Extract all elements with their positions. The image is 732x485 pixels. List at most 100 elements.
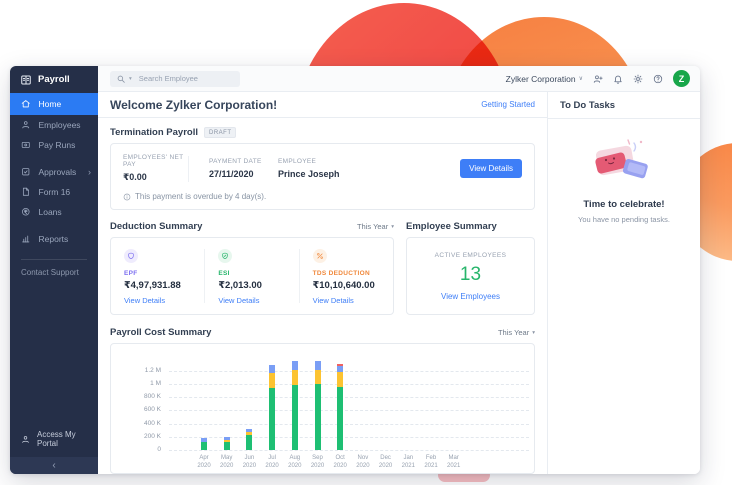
sidebar-collapse-button[interactable]: ‹ [10,457,98,474]
sidebar-divider [21,259,87,260]
bar-segment-green [223,442,230,450]
sidebar-nav: Home Employees Pay Runs Approvals › Form 16 Lo… [10,93,98,249]
approvals-icon [21,167,31,177]
payroll-cost-period-filter[interactable]: This Year ▾ [497,328,535,337]
y-axis-tick-label: 800 K [144,393,161,401]
active-employees-count: 13 [459,263,482,285]
percent-icon [312,249,327,263]
sidebar-item-pay-runs[interactable]: Pay Runs [10,135,98,155]
bar-segment-yellow [223,439,230,443]
gridline [169,384,529,385]
getting-started-link[interactable]: Getting Started [481,100,535,109]
bar-segment-blue [201,437,207,442]
help-icon[interactable] [653,74,663,84]
chevron-down-icon: ▾ [532,329,535,336]
x-axis-tick-label: Sep 2020 [310,455,325,469]
x-axis-tick-label: Jun 2020 [242,455,257,469]
contact-support-link[interactable]: Contact Support [21,268,79,277]
avatar[interactable]: Z [673,70,690,87]
sidebar-item-employees[interactable]: Employees [10,115,98,135]
app-logo: Payroll [10,66,98,93]
search-scope-caret-icon[interactable]: ▾ [129,75,132,82]
deduction-summary-card: EPF ₹4,97,931.88 View Details ESI ₹2,013.00 V… [110,237,394,315]
gridline [169,450,529,451]
bar-segment-green [291,384,298,450]
sidebar-item-loans[interactable]: Loans [10,202,98,222]
chevron-down-icon: ▾ [391,223,394,230]
x-axis-tick-label: Oct 2020 [333,455,347,469]
termination-field: EMPLOYEE Prince Joseph [278,158,340,179]
bar-segment-blue [291,361,298,371]
overdue-note: This payment is overdue by 4 day(s). [135,192,267,201]
search-input[interactable] [134,74,234,83]
sidebar-item-form-16[interactable]: Form 16 [10,182,98,202]
bar-segment-green [269,387,276,450]
page-title: Welcome Zylker Corporation! [110,97,278,112]
x-axis-tick-label: Feb 2021 [424,455,438,469]
bar-segment-yellow [314,370,321,384]
y-axis-tick-label: 400 K [144,419,161,427]
y-axis-tick-label: 0 [157,446,161,453]
info-icon [123,193,131,201]
view-details-link[interactable]: View Details [124,296,166,305]
bar-segment-blue [246,429,253,433]
termination-payroll-card: EMPLOYEES' NET PAY ₹0.00 PAYMENT DATE 27/11… [110,143,535,210]
y-axis-tick-label: 600 K [144,406,161,414]
gridline [169,436,529,438]
bar-segment-yellow [291,370,298,385]
sidebar-item-approvals[interactable]: Approvals › [10,162,98,182]
dashboard-content: Termination Payroll DRAFT EMPLOYEES' NET… [98,118,547,474]
x-axis-tick-label: Dec 2020 [378,455,393,469]
view-details-link[interactable]: View Details [218,296,260,305]
org-selector[interactable]: Zylker Corporation ∨ [505,73,583,84]
chevron-right-icon: › [88,167,91,177]
search-bar[interactable]: ▾ [110,70,240,87]
gear-icon[interactable] [633,74,643,84]
todo-panel-title: To Do Tasks [548,92,700,119]
loans-icon [21,207,31,217]
user-plus-icon[interactable] [593,74,603,84]
bar-segment-blue [269,364,276,374]
access-my-portal-link[interactable]: Access My Portal [10,430,98,457]
payroll-cost-title: Payroll Cost Summary [110,327,212,338]
pay-runs-icon [21,140,31,150]
x-axis-tick-label: Nov 2020 [356,455,370,469]
sidebar: Payroll Home Employees Pay Runs Approvals › F… [10,66,98,474]
gridline [169,410,529,412]
bell-icon[interactable] [613,74,623,84]
x-axis-tick-label: May 2020 [220,455,234,469]
x-axis-tick-label: Mar 2021 [447,455,461,469]
y-axis-tick-label: 1 M [150,380,161,387]
active-employees-label: ACTIVE EMPLOYEES [434,251,507,259]
bar-segment-red [337,363,344,366]
x-axis-tick-label: Jan 2021 [401,455,415,469]
app-window: Payroll Home Employees Pay Runs Approvals › F… [10,66,700,474]
deduction-item-epf: EPF ₹4,97,931.88 View Details [111,249,204,305]
bar-segment-green [314,384,321,450]
app-name: Payroll [38,74,70,85]
form16-icon [21,187,31,197]
employee-summary-title: Employee Summary [406,221,497,232]
deduction-summary-title: Deduction Summary [110,221,203,232]
x-axis-tick-label: Jul 2020 [265,455,279,469]
deduction-item-tds-deduction: TDS DEDUCTION ₹10,10,640.00 View Details [298,249,393,305]
bar-segment-yellow [337,372,344,387]
main-pane: Welcome Zylker Corporation! Getting Star… [98,92,548,474]
bar-segment-blue [223,437,230,440]
bar-segment-green [337,386,344,450]
sidebar-item-home[interactable]: Home [10,93,98,115]
y-axis-tick-label: 200 K [144,432,161,440]
sidebar-item-reports[interactable]: Reports [10,229,98,249]
bar-segment-blue [337,365,344,373]
deduction-period-filter[interactable]: This Year ▾ [356,222,394,231]
view-details-link[interactable]: View Details [312,296,354,305]
termination-field: EMPLOYEES' NET PAY ₹0.00 [123,154,184,182]
x-axis-tick-label: Aug 2020 [288,455,302,469]
view-employees-link[interactable]: View Employees [441,291,500,301]
home-icon [21,99,31,109]
reports-icon [21,234,31,244]
chevron-left-icon: ‹ [52,460,56,471]
bar-segment-yellow [246,432,253,435]
payroll-cost-chart: 0 200 K 400 K 600 K 800 K 1 M 1.2 M Apr 2020 May 2… [110,343,535,474]
view-details-button[interactable]: View Details [460,159,522,178]
